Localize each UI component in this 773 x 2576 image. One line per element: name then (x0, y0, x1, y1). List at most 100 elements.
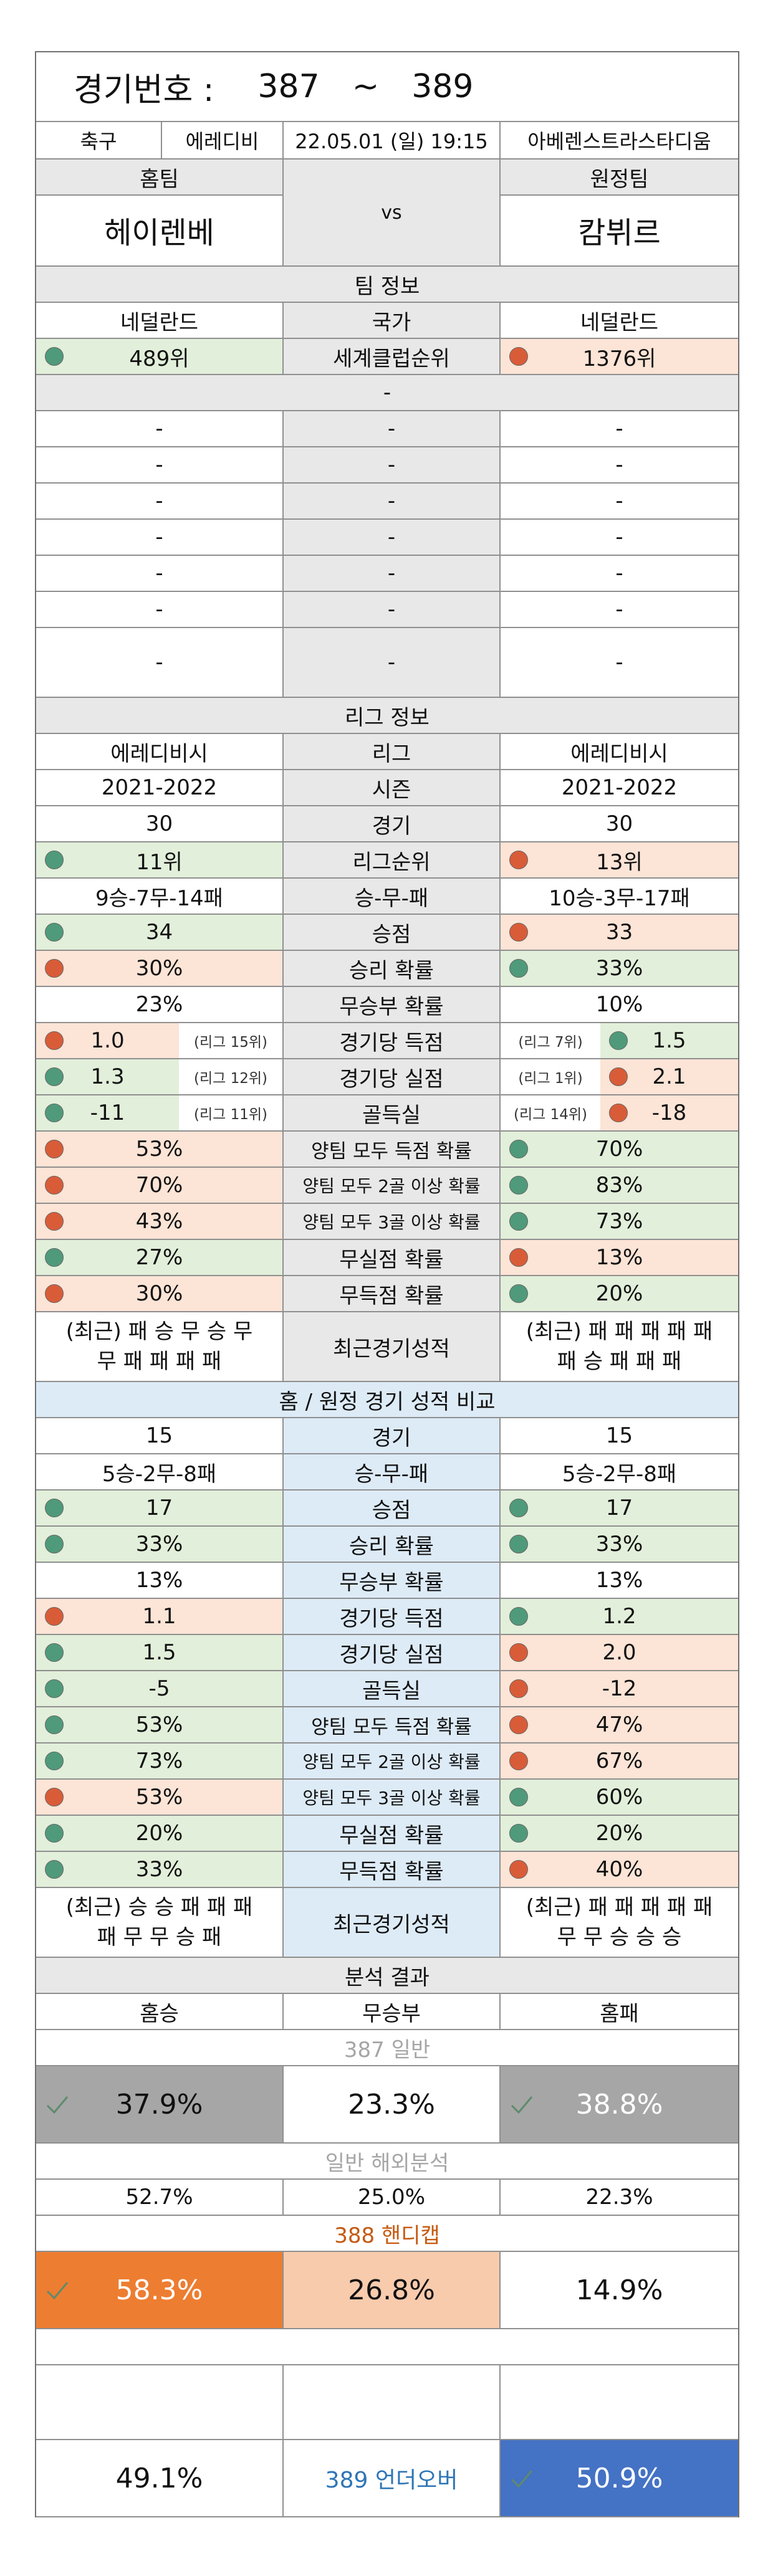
match-number-label: 경기번호 : (74, 71, 214, 109)
general-title: 387 일반 (343, 2037, 431, 2063)
away-ga-rank: (리그 1위) (501, 1059, 601, 1094)
ha-away-btts: 47% (501, 1707, 738, 1742)
status-dot-icon (45, 1248, 64, 1267)
ha-points-row: 17 승점 17 (36, 1491, 738, 1527)
home-win-prob: 30% (36, 951, 282, 986)
ha-games-row: 15 경기 15 (36, 1418, 738, 1454)
home-btts: 53% (36, 1132, 282, 1166)
home-season: 2021-2022 (101, 775, 218, 800)
dash: - (155, 452, 163, 477)
ha-gf-row: 1.1 경기당 득점 1.2 (36, 1599, 738, 1635)
overseas-title: 일반 해외분석 (325, 2150, 449, 2176)
dash: - (615, 416, 623, 441)
status-dot-icon (509, 1643, 528, 1662)
btts3-label: 양팀 모두 3골 이상 확률 (282, 1204, 501, 1239)
away-goal-diff: (리그 14위) -18 (501, 1095, 738, 1130)
dash: - (282, 411, 501, 446)
ha-away-cs: 20% (501, 1816, 738, 1851)
uo-over: 50.9% (501, 2440, 738, 2516)
handicap-draw: 26.8% (282, 2252, 501, 2328)
dash: - (155, 597, 163, 622)
clean-sheet-label: 무실점 확률 (282, 1240, 501, 1275)
ha-games-label: 경기 (282, 1418, 501, 1453)
ha-ga-label: 경기당 실점 (282, 1635, 501, 1670)
home-btts2: 70% (36, 1168, 282, 1203)
status-dot-icon (509, 1679, 528, 1698)
draw-col-label: 무승부 (282, 1994, 501, 2029)
ha-fts-row: 33% 무득점 확률 40% (36, 1852, 738, 1888)
home-country: 네덜란드 (120, 310, 199, 335)
wdl-label: 승-무-패 (282, 879, 501, 914)
away-wdl: 10승-3무-17패 (549, 885, 690, 911)
status-dot-icon (45, 851, 64, 869)
team-info-header: 팀 정보 (36, 267, 738, 303)
gd-row: -11 (리그 11위) 골득실 (리그 14위) -18 (36, 1095, 738, 1132)
ha-win-row: 33% 승리 확률 33% (36, 1527, 738, 1563)
spacer-row (36, 2329, 738, 2365)
points-row: 34 승점 33 (36, 915, 738, 951)
status-dot-icon (609, 1067, 628, 1086)
status-dot-icon (45, 1284, 64, 1303)
status-dot-icon (509, 959, 528, 978)
ha-gd-label: 골득실 (282, 1671, 501, 1706)
empty-row: - - - (36, 484, 738, 520)
gf-label: 경기당 득점 (282, 1023, 501, 1058)
country-row: 네덜란드 국가 네덜란드 (36, 303, 738, 339)
dash: - (282, 592, 501, 627)
home-ga-rank: (리그 12위) (179, 1059, 282, 1094)
recent-form-row: (최근) 패 승 무 승 무 무 패 패 패 패 최근경기성적 (최근) 패 패… (36, 1312, 738, 1382)
uo-spacer-left (36, 2365, 282, 2439)
dash: - (282, 447, 501, 482)
home-goal-diff: -11 (리그 11위) (36, 1095, 282, 1130)
handicap-away: 14.9% (575, 2274, 663, 2306)
empty-row: - - - (36, 628, 738, 698)
uo-spacer-row (36, 2365, 738, 2440)
home-points: 34 (36, 915, 282, 950)
analysis-cols-row: 홈승 무승부 홈패 (36, 1994, 738, 2030)
fail-to-score-label: 무득점 확률 (282, 1276, 501, 1311)
league-pos-row: 11위 리그순위 13위 (36, 842, 738, 879)
btts2-row: 70% 양팀 모두 2골 이상 확률 83% (36, 1168, 738, 1204)
dash: - (615, 489, 623, 513)
status-dot-icon (509, 1715, 528, 1734)
away-gd-rank: (리그 14위) (501, 1095, 601, 1130)
dash: - (155, 416, 163, 441)
season-row: 2021-2022 시즌 2021-2022 (36, 770, 738, 806)
status-dot-icon (509, 923, 528, 942)
handicap-home: 58.3% (36, 2252, 282, 2328)
match-number-tilde: ~ (352, 68, 380, 105)
away-country: 네덜란드 (580, 310, 659, 335)
ha-recent-row: (최근) 승 승 패 패 패 패 무 무 승 패 최근경기성적 (최근) 패 패… (36, 1888, 738, 1958)
ha-btts3-label: 양팀 모두 3골 이상 확률 (282, 1780, 501, 1815)
ha-compare-title: 홈 / 원정 경기 성적 비교 (279, 1389, 496, 1414)
status-dot-icon (45, 1535, 64, 1553)
status-dot-icon (509, 1248, 528, 1267)
status-dot-icon (509, 1752, 528, 1770)
btts2-label: 양팀 모두 2골 이상 확률 (282, 1168, 501, 1203)
status-dot-icon (509, 1788, 528, 1806)
ha-btts-label: 양팀 모두 득점 확률 (282, 1707, 501, 1742)
match-number-title: 경기번호 : 387 ~ 389 (36, 52, 738, 121)
ha-cs-row: 20% 무실점 확률 20% (36, 1816, 738, 1852)
btts-row: 53% 양팀 모두 득점 확률 70% (36, 1132, 738, 1168)
draw-prob-label: 무승부 확률 (282, 987, 501, 1022)
status-dot-icon (509, 1140, 528, 1158)
sport: 축구 (80, 130, 117, 153)
status-dot-icon (509, 1212, 528, 1231)
status-dot-icon (509, 1607, 528, 1626)
title-row: 경기번호 : 387 ~ 389 (36, 52, 738, 122)
dash: - (383, 380, 391, 405)
empty-row: - - - (36, 592, 738, 628)
away-season: 2021-2022 (561, 775, 678, 800)
ha-away-fts: 40% (501, 1852, 738, 1887)
away-goals-against: (리그 1위) 2.1 (501, 1059, 738, 1094)
ha-home-gf: 1.1 (36, 1599, 282, 1634)
empty-row: - - - (36, 447, 738, 484)
status-dot-icon (45, 1752, 64, 1770)
analysis-sheet: 경기번호 : 387 ~ 389 축구 에레디비 22.05.01 (일) 19… (35, 51, 739, 2517)
status-dot-icon (45, 923, 64, 942)
away-gf-rank: (리그 7위) (501, 1023, 601, 1058)
status-dot-icon (45, 1104, 64, 1122)
home-world-rank: 489위 (36, 339, 282, 374)
away-btts: 70% (501, 1132, 738, 1166)
